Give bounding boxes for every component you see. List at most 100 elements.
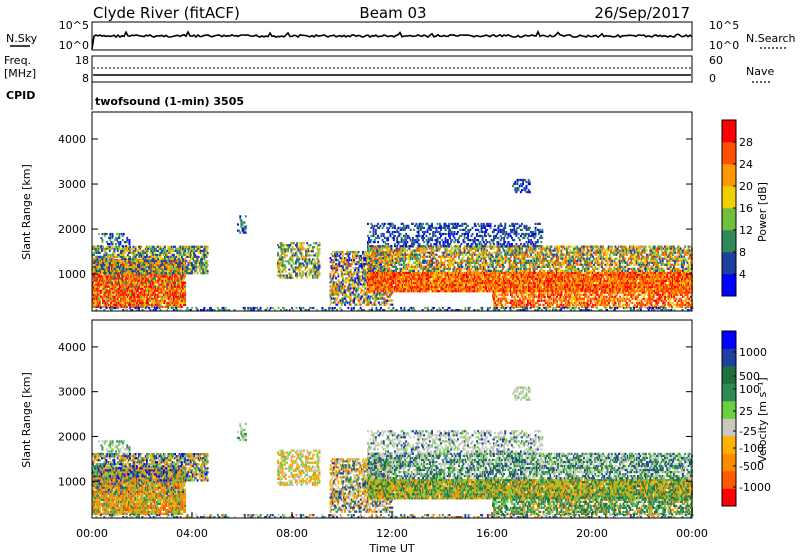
power-cell (301, 277, 303, 279)
power-cell (240, 219, 242, 221)
beam-title: Beam 03 (359, 4, 426, 22)
power-cell (130, 296, 132, 298)
power-cell (330, 275, 332, 277)
power-cell (118, 235, 120, 237)
power-cell (445, 276, 447, 278)
power-cell (354, 279, 356, 281)
power-cell (129, 239, 131, 241)
power-cell (346, 277, 348, 279)
power-cell (330, 257, 332, 259)
nsky-tick-top: 10^5 (59, 19, 89, 32)
power-cell (309, 254, 311, 256)
power-cell (396, 278, 398, 280)
power-cell (285, 248, 287, 250)
power-cell (160, 294, 162, 296)
power-cell (157, 250, 159, 252)
power-cell (279, 277, 281, 279)
power-cell (205, 254, 207, 256)
power-cell (191, 272, 193, 274)
power-cell (377, 286, 379, 288)
power-cell (297, 260, 299, 262)
power-cell (163, 298, 165, 300)
power-cell (128, 266, 130, 268)
power-cell (207, 252, 209, 254)
power-cell (335, 263, 337, 265)
power-cell (207, 248, 209, 250)
power-cell (362, 279, 364, 281)
power-cell (364, 259, 366, 261)
power-cell (330, 273, 332, 275)
power-cell (113, 264, 115, 266)
power-cell (333, 261, 335, 263)
power-cell (103, 296, 105, 298)
power-cell (154, 278, 156, 280)
power-cell (350, 271, 352, 273)
power-cell (244, 230, 246, 232)
power-cell (164, 250, 166, 252)
power-cell (174, 278, 176, 280)
power-cell (332, 267, 334, 269)
power-cell (205, 272, 207, 274)
power-cell (161, 254, 163, 256)
power-cell (147, 250, 149, 252)
power-cell (342, 275, 344, 277)
power-cell (98, 260, 100, 262)
power-cell (182, 246, 184, 248)
power-cell (170, 275, 172, 277)
power-cell (136, 286, 138, 288)
power-cell (282, 256, 284, 258)
power-cell (360, 300, 362, 302)
power-cell (122, 256, 124, 258)
power-cell (127, 292, 129, 294)
power-cell (113, 262, 115, 264)
power-cell (153, 288, 155, 290)
power-cell (342, 302, 344, 304)
power-cell (100, 256, 102, 258)
power-cell (157, 246, 159, 248)
power-cell (330, 277, 332, 279)
power-cell (282, 250, 284, 252)
power-cell (118, 260, 120, 262)
power-cell (201, 256, 203, 258)
power-cell (97, 245, 99, 247)
power-cell (305, 273, 307, 275)
power-cell (176, 250, 178, 252)
power-cell (312, 250, 314, 252)
power-cell (175, 294, 177, 296)
power-cell (352, 285, 354, 287)
power-cell (112, 258, 114, 260)
power-cell (436, 272, 438, 274)
power-cell (364, 293, 366, 295)
power-cell (104, 272, 106, 274)
power-cell (97, 292, 99, 294)
power-cell (111, 282, 113, 284)
power-cell (377, 288, 379, 290)
power-cell (182, 275, 184, 277)
power-cell (296, 258, 298, 260)
power-cell (330, 296, 332, 298)
power-cell (143, 262, 145, 264)
power-cell (131, 292, 133, 294)
power-cell (296, 277, 298, 279)
power-cell (181, 278, 183, 280)
power-cell (184, 282, 186, 284)
power-cell (140, 256, 142, 258)
power-cell (344, 279, 346, 281)
power-cell (178, 275, 180, 277)
power-cell (307, 248, 309, 250)
power-cell (245, 228, 247, 230)
power-cell (153, 258, 155, 260)
power-cell (162, 280, 164, 282)
power-cell (113, 302, 115, 304)
power-cell (336, 267, 338, 269)
power-cell (175, 262, 177, 264)
power-cell (315, 252, 317, 254)
power-cell (163, 292, 165, 294)
power-cell (291, 252, 293, 254)
power-cell (376, 282, 378, 284)
power-cell (147, 260, 149, 262)
power-cell (117, 241, 119, 243)
power-cell (344, 285, 346, 287)
power-cell (334, 291, 336, 293)
power-cell (351, 277, 353, 279)
